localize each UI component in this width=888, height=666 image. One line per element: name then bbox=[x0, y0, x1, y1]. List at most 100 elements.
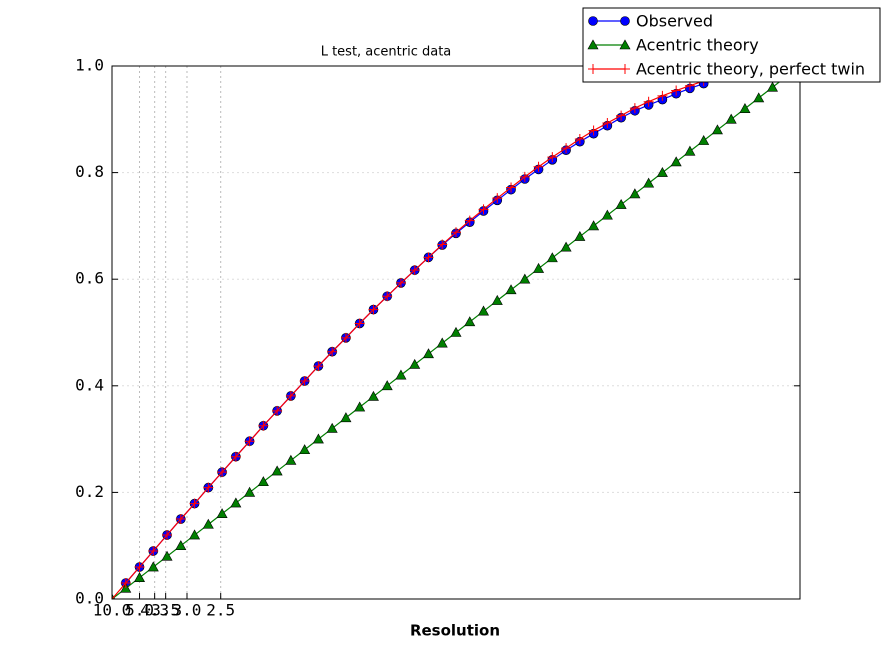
data-point bbox=[588, 125, 599, 136]
data-point bbox=[409, 358, 421, 369]
data-point bbox=[505, 284, 517, 295]
data-point bbox=[546, 252, 558, 263]
x-tick-label: 2.5 bbox=[206, 601, 235, 620]
data-point bbox=[725, 113, 737, 124]
data-point bbox=[340, 332, 351, 343]
data-point bbox=[285, 454, 297, 465]
data-point bbox=[134, 572, 146, 582]
legend-marker bbox=[620, 64, 630, 74]
data-point bbox=[629, 103, 640, 114]
data-point bbox=[629, 188, 641, 199]
x-tick-label: 3.5 bbox=[151, 601, 180, 620]
y-tick-label: 0.4 bbox=[75, 375, 104, 394]
x-tick-label: 5.0 bbox=[125, 601, 154, 620]
data-point bbox=[601, 209, 613, 220]
data-point bbox=[670, 156, 682, 167]
data-point bbox=[134, 562, 145, 573]
data-point bbox=[203, 482, 214, 493]
plot-frame bbox=[111, 65, 801, 600]
data-point bbox=[753, 92, 765, 103]
data-point bbox=[588, 220, 600, 231]
legend-box bbox=[582, 7, 881, 83]
legend-marker bbox=[588, 64, 598, 74]
data-point bbox=[657, 90, 668, 101]
data-point bbox=[382, 291, 393, 302]
y-tick-label: 0.0 bbox=[75, 589, 104, 608]
data-point bbox=[272, 405, 283, 416]
data-point bbox=[711, 124, 723, 135]
data-point bbox=[519, 273, 531, 284]
x-tick-label: 3.0 bbox=[173, 601, 202, 620]
data-point bbox=[519, 171, 530, 182]
data-point bbox=[367, 390, 379, 401]
legend-marker bbox=[588, 16, 598, 26]
legend-label: Observed bbox=[636, 12, 713, 31]
data-point bbox=[574, 134, 585, 145]
data-point bbox=[271, 465, 283, 476]
data-point bbox=[217, 467, 228, 478]
data-point bbox=[285, 390, 296, 401]
data-point bbox=[327, 346, 338, 357]
data-point bbox=[244, 486, 256, 497]
data-point bbox=[547, 152, 558, 163]
data-point bbox=[189, 498, 200, 509]
data-point bbox=[616, 110, 627, 121]
chart-title: L test, acentric data bbox=[321, 45, 452, 60]
data-point bbox=[478, 204, 489, 215]
data-point bbox=[257, 476, 269, 487]
data-point bbox=[354, 318, 365, 329]
data-point bbox=[561, 143, 572, 154]
data-point bbox=[175, 514, 186, 525]
data-point bbox=[258, 420, 269, 431]
x-tick-label: 10.0 bbox=[93, 601, 132, 620]
data-point bbox=[161, 550, 173, 561]
legend-label: Acentric theory, perfect twin bbox=[636, 60, 865, 79]
data-point bbox=[450, 326, 462, 337]
data-point bbox=[656, 166, 668, 177]
data-point bbox=[395, 369, 407, 380]
data-point bbox=[436, 337, 448, 348]
y-tick-label: 0.8 bbox=[75, 162, 104, 181]
data-point bbox=[739, 103, 751, 113]
data-point bbox=[560, 241, 572, 252]
data-point bbox=[643, 96, 654, 107]
plot-area bbox=[112, 66, 800, 599]
data-point bbox=[698, 135, 710, 145]
data-point bbox=[312, 433, 324, 444]
x-axis-label: Resolution bbox=[410, 622, 500, 640]
data-point bbox=[437, 239, 448, 250]
data-point bbox=[299, 376, 310, 387]
data-point bbox=[216, 508, 228, 519]
data-point bbox=[451, 227, 461, 238]
data-point bbox=[202, 518, 214, 529]
data-point bbox=[491, 294, 503, 305]
data-point bbox=[395, 277, 406, 288]
data-point bbox=[313, 361, 324, 372]
data-point bbox=[340, 412, 352, 423]
legend-marker bbox=[587, 39, 599, 50]
data-point bbox=[464, 215, 475, 226]
data-point bbox=[326, 422, 338, 433]
data-point bbox=[120, 578, 131, 589]
legend-marker bbox=[620, 16, 630, 26]
data-point bbox=[574, 230, 586, 241]
data-point bbox=[506, 182, 517, 193]
data-point bbox=[189, 529, 201, 540]
data-point bbox=[766, 81, 778, 92]
legend-marker bbox=[619, 39, 631, 50]
y-tick-label: 0.6 bbox=[75, 269, 104, 288]
data-point bbox=[368, 304, 379, 315]
data-point bbox=[464, 316, 476, 327]
data-point bbox=[422, 348, 434, 359]
y-tick-label: 0.2 bbox=[75, 482, 104, 501]
x-tick-label: 4.3 bbox=[140, 601, 169, 620]
data-point bbox=[533, 262, 545, 273]
data-point bbox=[244, 436, 255, 447]
data-point bbox=[381, 380, 393, 391]
data-point bbox=[671, 85, 682, 96]
data-point bbox=[423, 252, 434, 263]
data-point bbox=[175, 540, 187, 550]
data-point bbox=[615, 198, 627, 209]
